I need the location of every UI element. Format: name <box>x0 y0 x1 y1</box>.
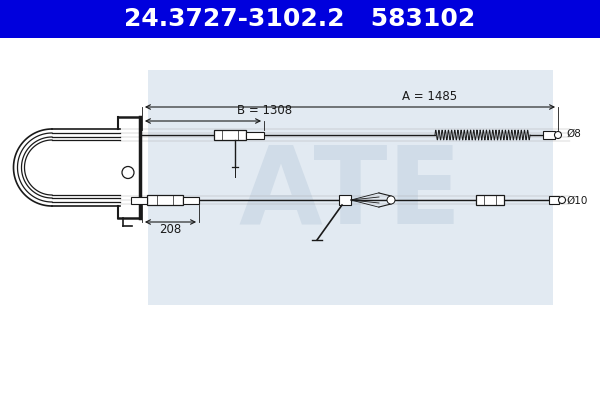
Text: 24.3727-3102.2   583102: 24.3727-3102.2 583102 <box>124 7 476 31</box>
Bar <box>147 195 183 205</box>
Bar <box>183 196 199 204</box>
Text: ATE: ATE <box>238 140 462 246</box>
Bar <box>339 195 351 205</box>
Text: Ø8: Ø8 <box>566 129 581 139</box>
Text: B = 1308: B = 1308 <box>238 104 293 117</box>
Text: Ø10: Ø10 <box>566 196 587 206</box>
Bar <box>246 132 264 138</box>
Bar <box>476 195 504 205</box>
Text: 208: 208 <box>160 223 182 236</box>
Circle shape <box>387 196 395 204</box>
Bar <box>148 70 553 305</box>
Bar <box>0 0 600 38</box>
Bar <box>543 131 555 139</box>
Bar <box>131 196 147 204</box>
Circle shape <box>554 132 562 138</box>
Text: A = 1485: A = 1485 <box>403 90 458 103</box>
Bar <box>214 130 246 140</box>
Bar <box>549 196 559 204</box>
Circle shape <box>559 196 566 204</box>
